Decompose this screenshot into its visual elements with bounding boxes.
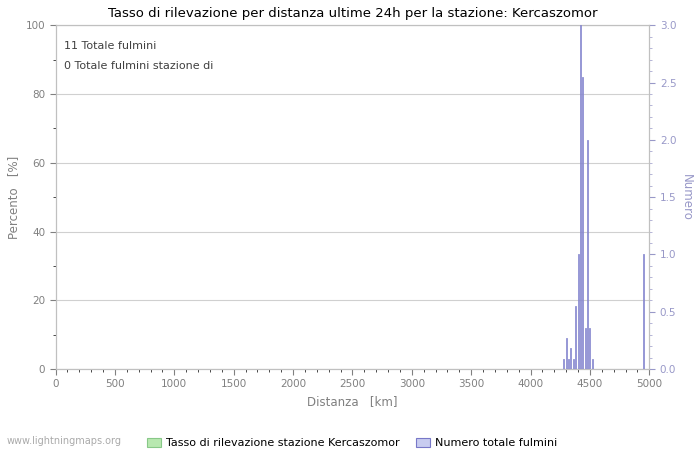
Text: 0 Totale fulmini stazione di: 0 Totale fulmini stazione di xyxy=(64,61,214,72)
Bar xyxy=(568,359,569,369)
Bar xyxy=(643,254,644,369)
Bar xyxy=(578,254,579,369)
Y-axis label: Percento   [%]: Percento [%] xyxy=(7,156,20,239)
Y-axis label: Numero: Numero xyxy=(680,174,693,220)
Bar xyxy=(587,140,588,369)
Bar xyxy=(573,359,574,369)
Bar xyxy=(566,338,567,369)
Bar xyxy=(570,348,571,369)
Bar xyxy=(584,328,586,369)
Text: www.lightningmaps.org: www.lightningmaps.org xyxy=(7,436,122,446)
Bar xyxy=(575,306,576,369)
Bar xyxy=(592,359,593,369)
Bar xyxy=(580,25,581,369)
Legend: Tasso di rilevazione stazione Kercaszomor, Numero totale fulmini: Tasso di rilevazione stazione Kercaszomo… xyxy=(143,433,562,450)
X-axis label: Distanza   [km]: Distanza [km] xyxy=(307,395,398,408)
Text: 11 Totale fulmini: 11 Totale fulmini xyxy=(64,41,157,51)
Bar xyxy=(589,328,590,369)
Bar xyxy=(582,77,583,369)
Title: Tasso di rilevazione per distanza ultime 24h per la stazione: Kercaszomor: Tasso di rilevazione per distanza ultime… xyxy=(108,7,597,20)
